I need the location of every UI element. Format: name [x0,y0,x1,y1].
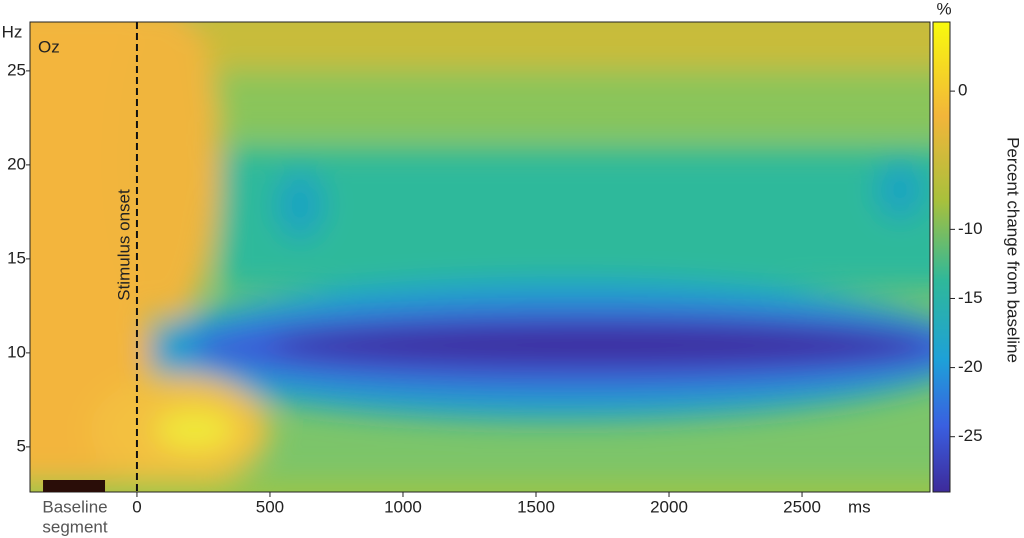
channel-label: Oz [38,37,60,56]
colorbar-unit: % [936,0,951,18]
colorbar-tick-label: -15 [958,288,983,307]
x-tick-label: 2500 [783,497,821,516]
colorbar-tick-label: -10 [958,219,983,238]
colorbar-tick-label: -25 [958,426,983,445]
x-tick-label: 1000 [384,497,422,516]
baseline-label: Baseline [42,497,107,516]
baseline-label: segment [42,517,107,536]
colorbar-tick-label: -20 [958,357,983,376]
y-tick-label: 15 [7,248,26,267]
contour-field [30,22,930,492]
y-tick-label: 20 [7,154,26,173]
x-tick-label: 2000 [650,497,688,516]
x-tick-label: 500 [256,497,284,516]
y-unit: Hz [2,22,23,41]
x-unit: ms [848,497,871,516]
plot-frame [29,21,931,493]
y-tick-label: 10 [7,342,26,361]
onset-label: Stimulus onset [114,189,133,301]
baseline-segment [43,480,106,492]
y-tick-label: 5 [17,436,26,455]
y-tick-label: 25 [7,60,26,79]
x-tick-label: 1500 [517,497,555,516]
colorbar-label: Percent change from baseline [1004,137,1023,363]
colorbar [932,21,951,493]
x-tick-label: 0 [132,497,141,516]
colorbar-tick-label: 0 [958,81,967,100]
